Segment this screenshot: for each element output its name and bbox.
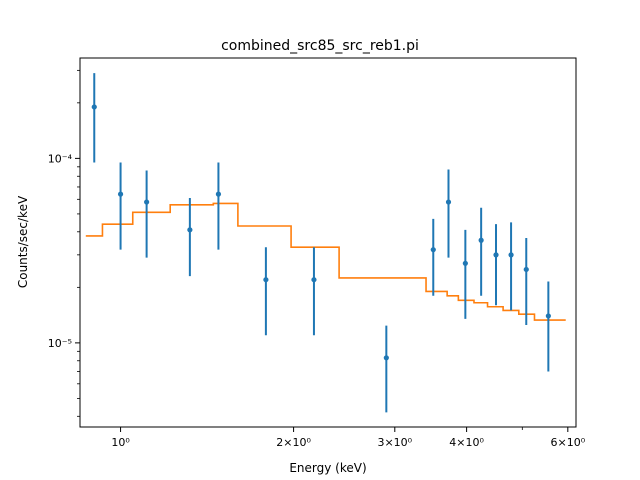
data-point bbox=[91, 73, 97, 163]
data-marker bbox=[462, 260, 468, 266]
data-point bbox=[508, 222, 514, 311]
data-marker bbox=[445, 199, 452, 205]
data-marker bbox=[117, 191, 124, 197]
x-tick-label: 6×10⁰ bbox=[551, 436, 586, 449]
data-point bbox=[545, 281, 551, 372]
data-marker bbox=[263, 277, 269, 283]
data-marker bbox=[545, 313, 551, 319]
data-point bbox=[445, 169, 452, 258]
x-axis-label: Energy (keV) bbox=[289, 461, 366, 475]
data-marker bbox=[430, 247, 436, 253]
x-tick-label: 2×10⁰ bbox=[276, 436, 311, 449]
x-tick-label: 3×10⁰ bbox=[377, 436, 412, 449]
data-marker bbox=[478, 237, 484, 243]
data-marker bbox=[91, 104, 97, 110]
data-point bbox=[462, 229, 468, 319]
data-marker bbox=[383, 355, 389, 361]
data-marker bbox=[215, 191, 222, 197]
data-point bbox=[523, 238, 529, 326]
x-tick-label: 4×10⁰ bbox=[449, 436, 484, 449]
data-marker bbox=[493, 252, 499, 258]
y-tick-label: 10⁻⁴ bbox=[48, 152, 73, 165]
model-step-line bbox=[85, 202, 566, 321]
plot-area bbox=[85, 73, 566, 413]
data-point bbox=[117, 162, 124, 250]
data-marker bbox=[187, 227, 193, 233]
x-tick-label: 10⁰ bbox=[111, 436, 130, 449]
data-point bbox=[311, 247, 317, 336]
data-point bbox=[430, 218, 436, 296]
data-point bbox=[383, 325, 389, 413]
data-point bbox=[187, 197, 193, 277]
data-point bbox=[478, 207, 484, 296]
data-point bbox=[263, 247, 269, 336]
data-marker bbox=[311, 277, 317, 283]
axes-frame bbox=[79, 57, 577, 428]
axis-ticks: 10⁰ 2×10⁰ 3×10⁰ 4×10⁰ 6×10⁰ 10⁻⁵ 10⁻⁴ bbox=[48, 69, 586, 449]
data-marker bbox=[523, 266, 529, 273]
data-marker bbox=[508, 252, 514, 258]
data-point bbox=[493, 224, 499, 306]
data-marker bbox=[144, 199, 150, 205]
y-axis-label: Counts/sec/keV bbox=[16, 195, 30, 288]
data-point bbox=[215, 162, 222, 250]
y-tick-label: 10⁻⁵ bbox=[48, 337, 72, 350]
chart-title: combined_src85_src_reb1.pi bbox=[221, 38, 419, 54]
data-point bbox=[144, 170, 150, 258]
